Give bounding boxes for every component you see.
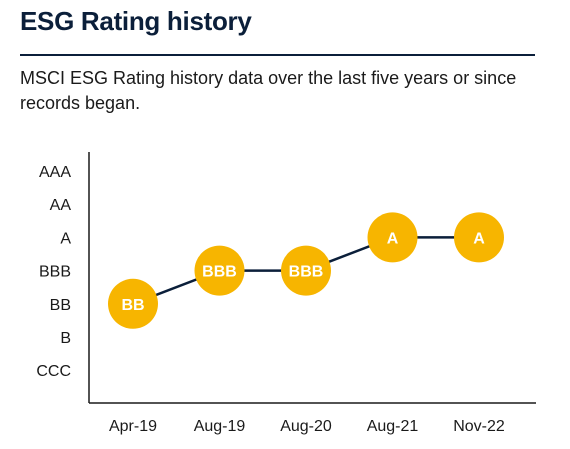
y-tick-label: AA	[50, 197, 72, 214]
x-tick-label: Aug-21	[367, 418, 419, 435]
x-tick-label: Nov-22	[453, 418, 505, 435]
y-tick-label: A	[60, 230, 71, 247]
y-tick-label: CCC	[36, 363, 71, 380]
rating-point: BBB	[194, 245, 245, 296]
rating-marker	[454, 212, 504, 263]
x-tick-label: Aug-20	[280, 418, 332, 435]
rating-data-label: A	[473, 230, 485, 247]
rating-marker	[108, 278, 158, 329]
rating-data-label: BB	[121, 297, 144, 314]
x-tick-labels: Apr-19 Aug-19 Aug-20 Aug-21 Nov-22	[109, 418, 505, 435]
x-tick-label: Aug-19	[194, 418, 246, 435]
rating-marker	[194, 245, 245, 296]
rating-point: A	[454, 212, 504, 263]
rating-point: A	[367, 212, 418, 263]
rating-point: BBB	[281, 245, 331, 296]
rating-marker	[367, 212, 418, 263]
title-divider	[20, 54, 535, 56]
rating-data-label: BBB	[202, 264, 237, 281]
rating-data-label: A	[387, 230, 399, 247]
y-tick-label: BB	[50, 297, 71, 314]
y-tick-label: B	[60, 330, 71, 347]
rating-point: BB	[108, 278, 158, 329]
rating-marker	[281, 245, 331, 296]
rating-data-label: BBB	[289, 264, 324, 281]
y-tick-label: AAA	[39, 164, 71, 181]
chart-description: MSCI ESG Rating history data over the la…	[20, 68, 517, 113]
y-tick-label: BBB	[39, 264, 71, 281]
x-tick-label: Apr-19	[109, 418, 157, 435]
chart-title: ESG Rating history	[20, 6, 252, 36]
